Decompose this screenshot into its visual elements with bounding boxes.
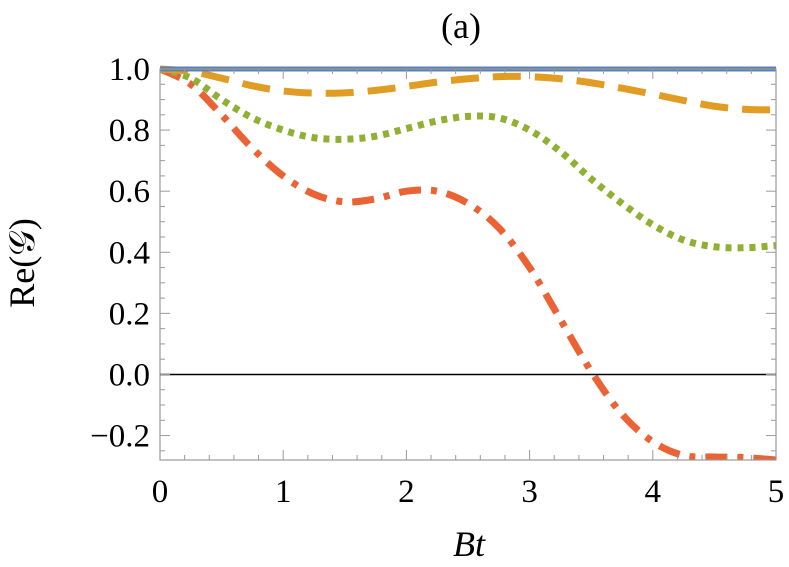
y-tick-label: 0.8	[109, 113, 150, 149]
x-tick-label: 0	[152, 474, 169, 510]
series-line-dotted	[160, 65, 776, 252]
y-tick-label: 0.2	[109, 296, 150, 332]
x-tick-label: 2	[398, 474, 415, 510]
y-tick-label: 0.0	[109, 357, 150, 393]
x-tick-label: 3	[521, 474, 538, 510]
y-tick-label: 0.6	[109, 174, 150, 210]
series-line-dashdot	[160, 65, 776, 460]
y-tick-label: 0.4	[109, 235, 150, 271]
plot-area	[160, 65, 776, 460]
x-tick-label: 4	[645, 474, 662, 510]
series-line-dashed	[160, 65, 776, 114]
x-tick-label: 1	[275, 474, 292, 510]
chart-title: (a)	[441, 6, 481, 46]
y-tick-label: −0.2	[90, 419, 150, 455]
plot-frame	[159, 68, 777, 461]
x-axis-title: Bt	[453, 524, 486, 564]
axes: 0 1 2 3 4 5 −0.2 0.0 0.2 0.4 0.6 0.8 1.0	[90, 52, 784, 510]
y-tick-label: 1.0	[109, 52, 150, 88]
y-axis-title: Re(𝒢)	[2, 218, 42, 308]
x-tick-label: 5	[768, 474, 785, 510]
